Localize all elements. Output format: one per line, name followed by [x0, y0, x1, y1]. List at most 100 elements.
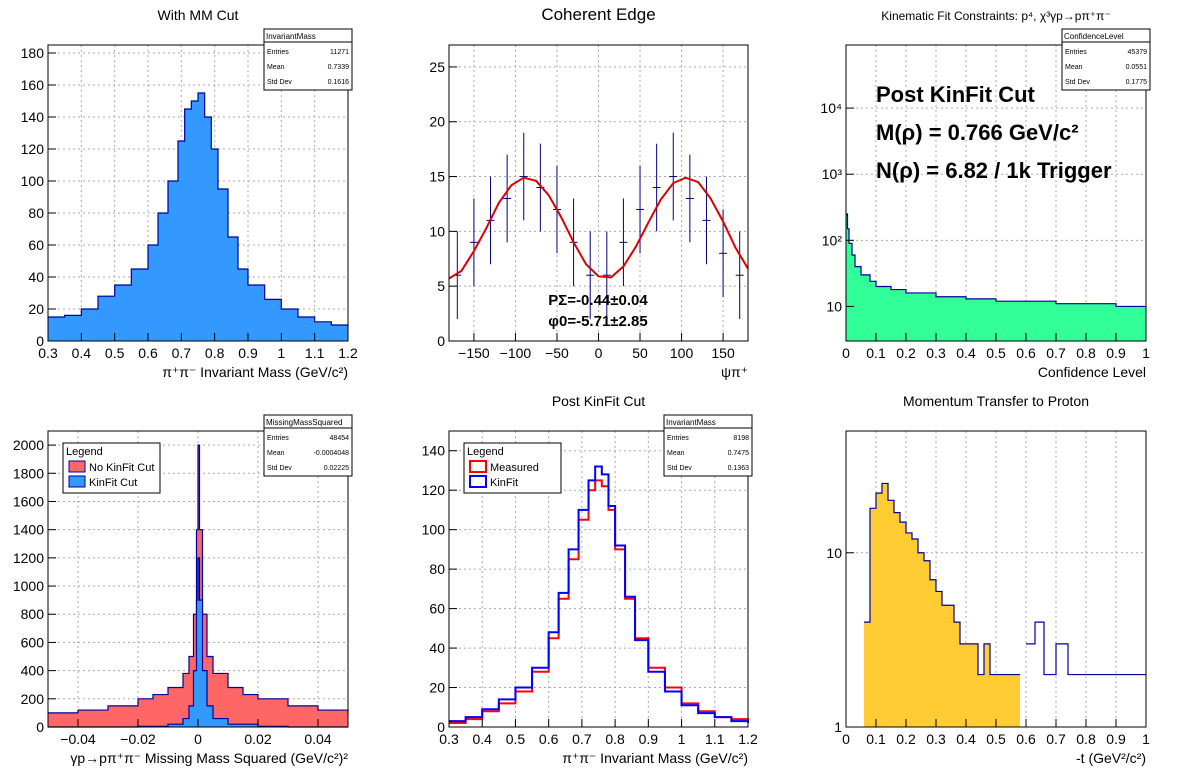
x-tick-label: 1	[678, 731, 686, 747]
y-tick-label: 100	[21, 173, 45, 189]
legend-swatch	[68, 475, 86, 488]
stats-label: Mean	[267, 450, 285, 457]
histogram-line	[48, 557, 348, 728]
histogram-fill	[48, 557, 348, 727]
panel-4: −0.04 −0.02 0 0.02 0.04 0 200 400 600 800 1000 1200…	[13, 414, 353, 766]
stats-name: InvariantMass	[666, 418, 716, 427]
x-axis-label: ψπ⁺	[721, 364, 748, 380]
panel-2: Coherent Edge −150 −100 −50 0 50 100 150 0 5 10 15 2…	[429, 5, 749, 380]
y-tick-label: 600	[21, 634, 45, 650]
x-tick-label: 0.5	[986, 345, 1006, 361]
x-tick-label: 0.9	[639, 731, 659, 747]
y-tick-label: 0	[437, 719, 445, 735]
chart-title: Coherent Edge	[541, 5, 655, 24]
x-tick-label: 0.7	[572, 731, 592, 747]
y-tick-label: 1600	[13, 493, 44, 509]
y-tick-label: 20	[429, 114, 445, 130]
x-tick-label: 0.8	[1076, 731, 1096, 747]
stats-frame	[263, 414, 353, 477]
legend-entry: No KinFit Cut	[89, 462, 154, 474]
x-tick-label: 0.02	[244, 731, 271, 747]
y-tick-label: 10	[826, 298, 842, 314]
stats-value: 45379	[1128, 49, 1148, 56]
stats-frame	[263, 28, 353, 91]
y-tick-label: 10	[429, 223, 445, 239]
x-tick-label: 0.9	[238, 345, 258, 361]
panel-1: With MM Cut 0.3 0.4 0.5 0.6 0.7 0.8 0.9 1 1.1 1.2 0…	[21, 7, 358, 380]
y-tick-label: 1	[834, 719, 842, 735]
x-tick-label: 50	[632, 345, 648, 361]
x-tick-label: 0.7	[172, 345, 192, 361]
y-tick-label: 120	[21, 141, 45, 157]
x-axis-label: π⁺π⁻ Invariant Mass (GeV/c²)	[162, 364, 348, 380]
y-tick-label: 80	[28, 205, 44, 221]
x-tick-label: 0.6	[1016, 345, 1036, 361]
y-tick-label: 5	[437, 278, 445, 294]
stats-name: MissingMassSquared	[266, 418, 342, 427]
panel-5: Post KinFit Cut 0.3 0.4 0.5 0.6 0.7 0.8 0.9 1 1.1…	[422, 393, 758, 766]
y-tick-label: 100	[422, 522, 446, 538]
x-axis-label: γp→pπ⁺π⁻ Missing Mass Squared (GeV/c²)²	[70, 750, 348, 766]
stats-label: Entries	[267, 435, 289, 442]
panel-3: Kinematic Fit Constraints: p⁴, χ³γp→pπ⁺π…	[820, 9, 1151, 380]
stats-label: Mean	[1065, 64, 1083, 71]
stats-value: 11271	[330, 49, 349, 56]
stats-value: 0.1363	[728, 465, 750, 472]
x-tick-label: −0.02	[120, 731, 156, 747]
stats-value: 0.1775	[1126, 79, 1148, 86]
plot-frame	[448, 430, 749, 728]
histogram-line	[846, 213, 1146, 308]
stats-value: 8198	[733, 435, 749, 442]
y-tick-label: 20	[429, 680, 445, 696]
stats-name: ConfidenceLevel	[1064, 32, 1124, 41]
stats-label: Std Dev	[1065, 79, 1090, 86]
y-tick-label: 25	[429, 59, 445, 75]
stats-label: Mean	[267, 64, 285, 71]
y-tick-label: 80	[429, 561, 445, 577]
stats-value: 0.1616	[328, 79, 350, 86]
panel-annotation: Post KinFit Cut	[876, 82, 1036, 107]
x-tick-label: 1.1	[705, 731, 725, 747]
histogram-line	[449, 479, 749, 725]
x-tick-label: 0	[842, 731, 850, 747]
y-tick-label: 800	[21, 606, 45, 622]
x-tick-label: 0	[842, 345, 850, 361]
x-tick-label: −150	[458, 345, 490, 361]
histogram-fill	[846, 214, 1146, 341]
x-tick-label: 0.4	[72, 345, 92, 361]
stats-value: 0.02225	[324, 465, 349, 472]
legend-swatch	[68, 460, 86, 473]
y-tick-label: 0	[36, 333, 44, 349]
stats-frame	[663, 414, 753, 477]
x-tick-label: 0.8	[205, 345, 225, 361]
legend-swatch	[469, 475, 487, 488]
panel-annotation: N(ρ) = 6.82 / 1k Trigger	[876, 158, 1112, 183]
stats-label: Mean	[667, 450, 685, 457]
histogram-line	[864, 482, 1020, 676]
x-tick-label: 0.9	[1106, 731, 1126, 747]
x-tick-label: 0	[595, 345, 603, 361]
y-tick-label: 20	[28, 301, 44, 317]
histogram-line	[48, 444, 349, 714]
stats-frame	[1061, 28, 1151, 91]
x-tick-label: 1.2	[338, 345, 358, 361]
stats-value: -0.0004048	[314, 450, 350, 457]
x-tick-label: 0.6	[138, 345, 158, 361]
y-tick-label: 60	[429, 601, 445, 617]
y-tick-label: 40	[429, 640, 445, 656]
histogram-line	[48, 92, 349, 327]
x-tick-label: −50	[545, 345, 569, 361]
chart-title: Kinematic Fit Constraints: p⁴, χ³γp→pπ⁺π…	[881, 9, 1110, 23]
x-axis-label: π⁺π⁻ Invariant Mass (GeV/c²)	[562, 750, 748, 766]
legend-title: Legend	[467, 446, 504, 458]
y-tick-label: 10	[826, 545, 842, 561]
x-tick-label: 1.1	[305, 345, 325, 361]
x-tick-label: 0.8	[605, 731, 625, 747]
histogram-line	[1026, 621, 1146, 676]
legend-swatch	[469, 460, 487, 473]
x-tick-label: 1	[277, 345, 285, 361]
x-tick-label: 0.5	[986, 731, 1006, 747]
y-tick-label: 140	[422, 443, 446, 459]
chart-title: Momentum Transfer to Proton	[903, 393, 1089, 409]
